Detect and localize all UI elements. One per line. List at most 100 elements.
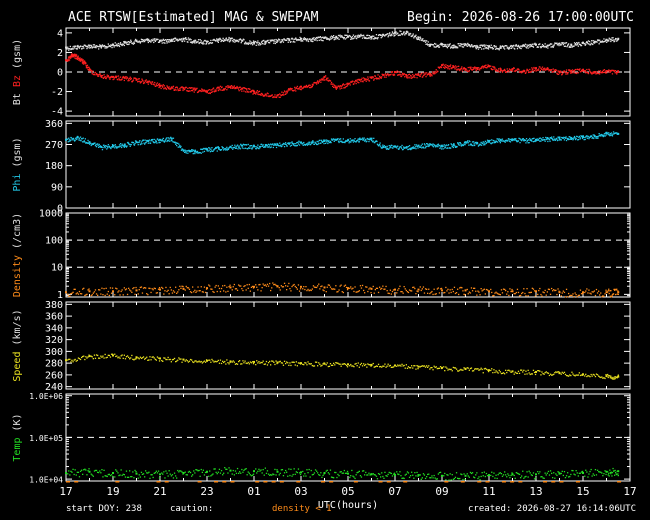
- sample-bt: [592, 40, 594, 42]
- sample-speed: [180, 358, 182, 360]
- sample-density: [142, 287, 145, 289]
- sample-bz: [356, 79, 358, 81]
- sample-speed: [228, 363, 230, 365]
- sample-density: [189, 291, 192, 293]
- sample-speed: [414, 365, 416, 367]
- sample-bz: [171, 86, 173, 88]
- sample-density: [335, 285, 337, 287]
- sample-bt: [391, 31, 394, 33]
- sample-speed: [594, 375, 597, 378]
- sample-bt: [450, 47, 452, 49]
- sample-phi: [581, 137, 584, 140]
- sample-density: [451, 288, 453, 291]
- sample-phi: [101, 149, 104, 151]
- sample-bt: [114, 42, 116, 44]
- sample-temp: [155, 470, 157, 472]
- sample-bt: [373, 38, 375, 40]
- sample-phi: [184, 151, 186, 153]
- sample-bz: [588, 68, 590, 70]
- sample-speed: [325, 364, 327, 366]
- sample-bz: [486, 67, 488, 69]
- sample-bt: [508, 48, 510, 50]
- sample-speed: [530, 373, 532, 375]
- sample-speed: [142, 356, 145, 358]
- sample-bt: [252, 42, 254, 44]
- sample-bt: [184, 37, 186, 40]
- sample-bz: [298, 87, 300, 90]
- sample-phi: [493, 140, 495, 142]
- sample-density: [383, 288, 385, 290]
- sample-bz: [170, 88, 172, 90]
- sample-phi: [382, 144, 384, 146]
- sample-density: [310, 289, 312, 292]
- sample-phi: [379, 142, 381, 144]
- sample-bt: [458, 43, 460, 45]
- sample-density: [350, 286, 352, 288]
- sample-temp: [219, 472, 222, 474]
- sample-density: [321, 285, 323, 287]
- sample-bt: [421, 39, 423, 41]
- sample-phi: [193, 149, 195, 151]
- sample-bz: [70, 57, 72, 59]
- sample-speed: [78, 358, 81, 360]
- sample-bt: [304, 38, 306, 41]
- point-density: [511, 290, 514, 293]
- sample-bt: [380, 34, 382, 36]
- sample-bz: [327, 77, 329, 79]
- sample-phi: [355, 141, 357, 143]
- sample-phi: [428, 145, 430, 148]
- sample-bt: [134, 38, 137, 41]
- sample-speed: [95, 354, 98, 356]
- sample-phi: [500, 140, 502, 142]
- sample-phi: [318, 143, 320, 145]
- sample-phi: [581, 135, 583, 137]
- sample-bt: [594, 42, 596, 44]
- sample-phi: [566, 137, 568, 140]
- sample-bt: [72, 46, 74, 48]
- sample-bz: [130, 77, 132, 80]
- sample-phi: [138, 141, 140, 143]
- sample-phi: [407, 148, 409, 151]
- sample-density: [478, 291, 480, 293]
- sample-bz: [580, 70, 582, 73]
- sample-bt: [616, 40, 618, 42]
- sample-bt: [477, 48, 480, 50]
- sample-density: [412, 286, 414, 289]
- sample-bt: [520, 45, 522, 47]
- sample-density: [551, 287, 553, 290]
- sample-temp: [242, 471, 244, 473]
- sample-bt: [559, 42, 561, 45]
- point-phi: [217, 147, 220, 150]
- sample-bz: [242, 87, 245, 89]
- sample-speed: [397, 364, 399, 366]
- sample-phi: [217, 146, 219, 148]
- sample-bt: [509, 45, 512, 47]
- sample-density: [384, 288, 386, 290]
- sample-phi: [368, 139, 371, 141]
- sample-temp: [317, 472, 319, 474]
- sample-bz: [517, 68, 520, 70]
- sample-bz: [540, 67, 542, 69]
- sample-bz: [432, 73, 435, 75]
- sample-bz: [577, 68, 579, 70]
- sample-phi: [228, 147, 231, 149]
- sample-density: [397, 289, 399, 291]
- sample-speed: [389, 364, 391, 367]
- sample-bz: [561, 73, 563, 75]
- sample-phi: [450, 143, 452, 145]
- sample-bt: [526, 45, 529, 47]
- sample-temp: [286, 471, 288, 473]
- sample-phi: [189, 151, 192, 153]
- sample-bt: [353, 37, 355, 39]
- sample-density: [76, 292, 78, 294]
- sample-phi: [161, 140, 163, 142]
- sample-bt: [93, 44, 96, 46]
- sample-bt: [400, 30, 402, 33]
- sample-density: [521, 292, 523, 295]
- sample-speed: [561, 371, 563, 373]
- sample-bt: [502, 47, 505, 49]
- sample-phi: [546, 138, 548, 140]
- sample-phi: [472, 144, 474, 147]
- sample-phi: [102, 146, 104, 149]
- sample-bz: [529, 68, 531, 71]
